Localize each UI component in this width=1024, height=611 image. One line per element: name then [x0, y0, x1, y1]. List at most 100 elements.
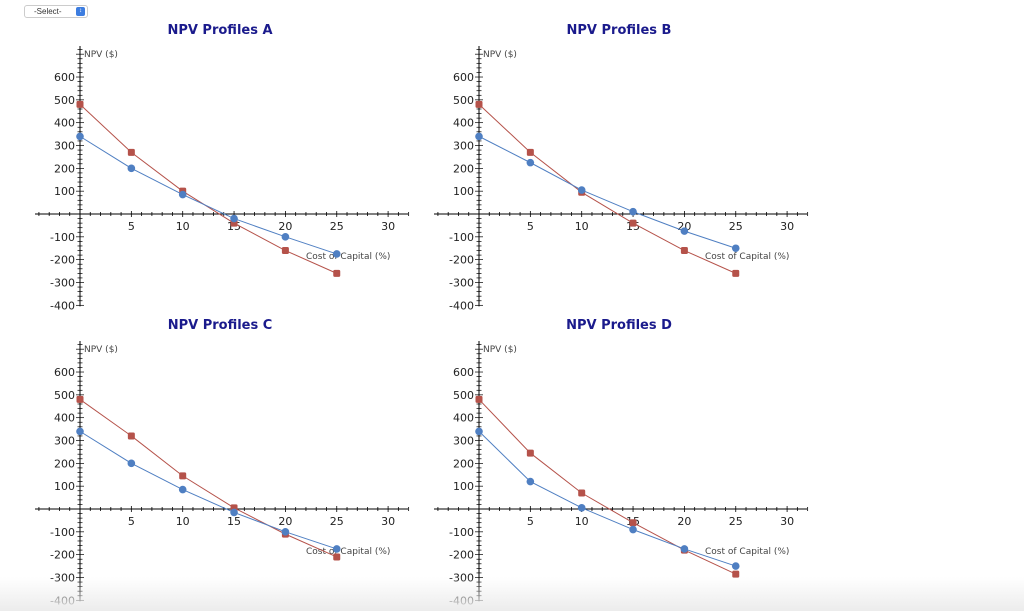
data-point: [680, 247, 688, 255]
data-point: [475, 395, 483, 403]
chart-panel-a: NPV Profiles A51015202530-400-300-200-10…: [35, 23, 410, 312]
data-point: [475, 427, 483, 436]
x-tick-label: 10: [176, 220, 190, 233]
x-tick-label: 10: [176, 515, 190, 528]
y-tick-label: 500: [453, 389, 474, 402]
data-point: [731, 244, 740, 253]
y-tick-label: 100: [453, 185, 474, 198]
x-tick-label: 30: [381, 220, 395, 233]
data-point: [526, 148, 534, 156]
y-tick-label: 200: [54, 457, 75, 470]
data-point: [333, 553, 341, 561]
y-axis-label: NPV ($): [483, 50, 517, 60]
y-tick-label: -200: [50, 549, 75, 562]
series-line-1: [478, 431, 736, 567]
series-line-0: [79, 104, 337, 274]
y-tick-label: -400: [449, 594, 474, 607]
data-point: [127, 148, 135, 156]
y-tick-label: -300: [50, 276, 75, 289]
y-tick-label: 400: [453, 117, 474, 130]
data-point: [629, 525, 637, 534]
data-point: [76, 395, 84, 403]
y-tick-label: -300: [50, 571, 75, 584]
series-line-0: [478, 104, 736, 274]
data-point: [76, 132, 84, 141]
data-point: [732, 570, 740, 578]
y-tick-label: 600: [453, 366, 474, 379]
data-point: [178, 485, 187, 494]
y-tick-label: 400: [453, 412, 474, 425]
x-tick-label: 15: [227, 515, 241, 528]
y-axis-label: NPV ($): [84, 50, 118, 60]
data-point: [332, 545, 341, 553]
series-line-0: [79, 399, 337, 558]
data-point: [281, 247, 289, 255]
x-tick-label: 30: [780, 515, 794, 528]
data-point: [230, 214, 238, 223]
data-point: [526, 477, 535, 486]
data-point: [127, 459, 136, 468]
x-tick-label: 20: [278, 220, 292, 233]
data-point: [127, 432, 135, 440]
chart-title: NPV Profiles D: [566, 318, 672, 333]
y-tick-label: 600: [453, 71, 474, 84]
data-point: [629, 519, 637, 527]
data-point: [127, 164, 136, 173]
y-axis-label: NPV ($): [483, 345, 517, 355]
y-tick-label: 300: [54, 140, 75, 153]
y-tick-label: 500: [453, 94, 474, 107]
y-tick-label: -200: [50, 254, 75, 267]
x-tick-label: 5: [128, 515, 135, 528]
x-tick-label: 5: [128, 220, 135, 233]
y-tick-label: -100: [449, 526, 474, 539]
x-tick-label: 20: [278, 515, 292, 528]
y-tick-label: -200: [449, 254, 474, 267]
data-point: [179, 472, 187, 480]
y-tick-label: 200: [453, 457, 474, 470]
chart-title: NPV Profiles C: [168, 318, 273, 333]
y-tick-label: 500: [54, 94, 75, 107]
series-line-1: [478, 135, 736, 249]
y-tick-label: 100: [54, 185, 75, 198]
data-point: [578, 489, 586, 497]
data-point: [281, 233, 290, 241]
series-line-1: [79, 430, 337, 550]
chart-title: NPV Profiles A: [167, 23, 272, 38]
y-tick-label: 100: [54, 480, 75, 493]
x-tick-label: 20: [677, 515, 691, 528]
y-tick-label: 600: [54, 366, 75, 379]
y-tick-label: 200: [54, 162, 75, 175]
series-line-1: [79, 135, 337, 255]
y-tick-label: -200: [449, 549, 474, 562]
y-tick-label: 400: [54, 117, 75, 130]
updown-chevron-icon: ↕: [76, 7, 85, 16]
y-tick-label: 200: [453, 162, 474, 175]
y-tick-label: 100: [453, 480, 474, 493]
x-tick-label: 25: [729, 220, 743, 233]
data-point: [577, 186, 586, 194]
x-tick-label: 25: [330, 220, 344, 233]
chart-select-dropdown[interactable]: -Select- ↕: [24, 5, 88, 18]
x-tick-label: 30: [780, 220, 794, 233]
y-axis-label: NPV ($): [84, 345, 118, 355]
y-tick-label: -400: [50, 299, 75, 312]
chart-panel-d: NPV Profiles D51015202530-400-300-200-10…: [434, 318, 809, 607]
data-point: [629, 219, 637, 227]
series-line-0: [478, 399, 736, 575]
x-tick-label: 10: [575, 220, 589, 233]
data-point: [332, 250, 341, 258]
x-axis-label: Cost of Capital (%): [306, 547, 390, 557]
y-tick-label: 500: [54, 389, 75, 402]
x-tick-label: 5: [527, 220, 534, 233]
data-point: [732, 269, 740, 277]
data-point: [680, 227, 689, 235]
y-tick-label: 400: [54, 412, 75, 425]
y-tick-label: -300: [449, 276, 474, 289]
y-tick-label: 300: [54, 435, 75, 448]
x-tick-label: 25: [330, 515, 344, 528]
data-point: [76, 100, 84, 108]
x-axis-label: Cost of Capital (%): [306, 252, 390, 262]
select-value: -Select-: [34, 7, 62, 16]
y-tick-label: -400: [50, 594, 75, 607]
